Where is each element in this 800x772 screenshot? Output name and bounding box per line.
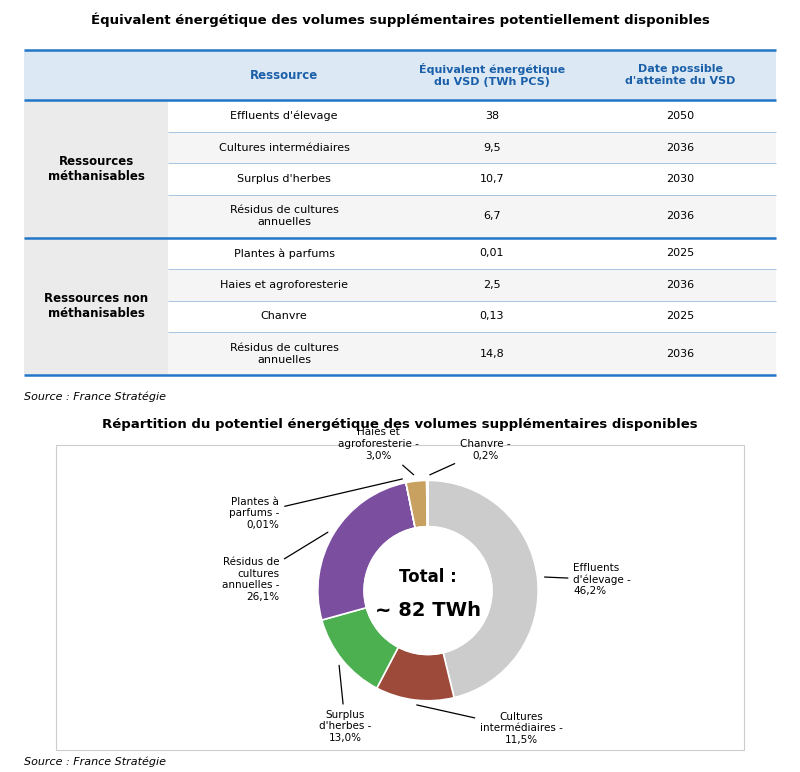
Text: 0,01: 0,01 [480,249,504,259]
Bar [24,238,168,375]
Text: 2,5: 2,5 [483,280,501,290]
Wedge shape [406,480,427,528]
Text: Ressource: Ressource [250,69,318,82]
Bar [168,238,776,269]
Text: Haies et agroforesterie: Haies et agroforesterie [220,280,348,290]
Text: Équivalent énergétique
du VSD (TWh PCS): Équivalent énergétique du VSD (TWh PCS) [419,63,565,87]
Text: ~ 82 TWh: ~ 82 TWh [375,601,481,620]
Text: Effluents
d'élevage -
46,2%: Effluents d'élevage - 46,2% [545,563,631,597]
Text: 2036: 2036 [666,349,694,359]
Wedge shape [318,482,415,620]
Text: 38: 38 [485,111,499,121]
Text: Ressources non
méthanisables: Ressources non méthanisables [44,293,148,320]
Text: 2036: 2036 [666,212,694,222]
Text: Source : France Stratégie: Source : France Stratégie [24,391,166,402]
Text: Ressources
méthanisables: Ressources méthanisables [47,155,145,183]
Bar [168,50,776,100]
Text: Équivalent énergétique des volumes supplémentaires potentiellement disponibles: Équivalent énergétique des volumes suppl… [90,12,710,27]
Text: 2036: 2036 [666,280,694,290]
Text: 9,5: 9,5 [483,143,501,153]
Text: Cultures intermédiaires: Cultures intermédiaires [218,143,350,153]
Wedge shape [322,608,398,688]
Text: Chanvre -
0,2%: Chanvre - 0,2% [430,439,510,475]
Bar [168,269,776,301]
Bar [168,332,776,375]
Bar [24,100,168,238]
Bar [56,445,744,750]
Text: 0,13: 0,13 [480,311,504,321]
Wedge shape [426,480,428,527]
Wedge shape [406,482,415,528]
Wedge shape [377,647,454,701]
Text: Plantes à parfums: Plantes à parfums [234,249,334,259]
Text: Cultures
intermédiaires -
11,5%: Cultures intermédiaires - 11,5% [417,705,563,745]
Bar [168,132,776,163]
Text: 14,8: 14,8 [480,349,504,359]
Text: 2025: 2025 [666,311,694,321]
Text: Haies et
agroforesterie -
3,0%: Haies et agroforesterie - 3,0% [338,428,419,475]
Text: Résidus de cultures
annuelles: Résidus de cultures annuelles [230,343,338,364]
Text: Répartition du potentiel énergétique des volumes supplémentaires disponibles: Répartition du potentiel énergétique des… [102,418,698,432]
Wedge shape [428,480,538,698]
Text: Surplus
d'herbes -
13,0%: Surplus d'herbes - 13,0% [319,665,371,743]
Text: 2025: 2025 [666,249,694,259]
Text: Source : France Stratégie: Source : France Stratégie [24,756,166,767]
Text: 2050: 2050 [666,111,694,121]
Text: 6,7: 6,7 [483,212,501,222]
Text: Surplus d'herbes: Surplus d'herbes [237,174,331,184]
Text: 10,7: 10,7 [480,174,504,184]
Text: Résidus de
cultures
annuelles -
26,1%: Résidus de cultures annuelles - 26,1% [222,532,328,602]
Bar [168,195,776,238]
Circle shape [364,527,492,655]
Text: 2036: 2036 [666,143,694,153]
Text: Résidus de cultures
annuelles: Résidus de cultures annuelles [230,205,338,227]
Text: Plantes à
parfums -
0,01%: Plantes à parfums - 0,01% [229,479,402,530]
Bar [168,301,776,332]
Text: Date possible
d'atteinte du VSD: Date possible d'atteinte du VSD [625,64,735,86]
Text: Chanvre: Chanvre [261,311,307,321]
Text: Effluents d'élevage: Effluents d'élevage [230,110,338,121]
Bar [168,100,776,132]
Text: 2030: 2030 [666,174,694,184]
Bar [24,50,168,100]
Bar [168,163,776,195]
Text: Total :: Total : [399,568,457,587]
